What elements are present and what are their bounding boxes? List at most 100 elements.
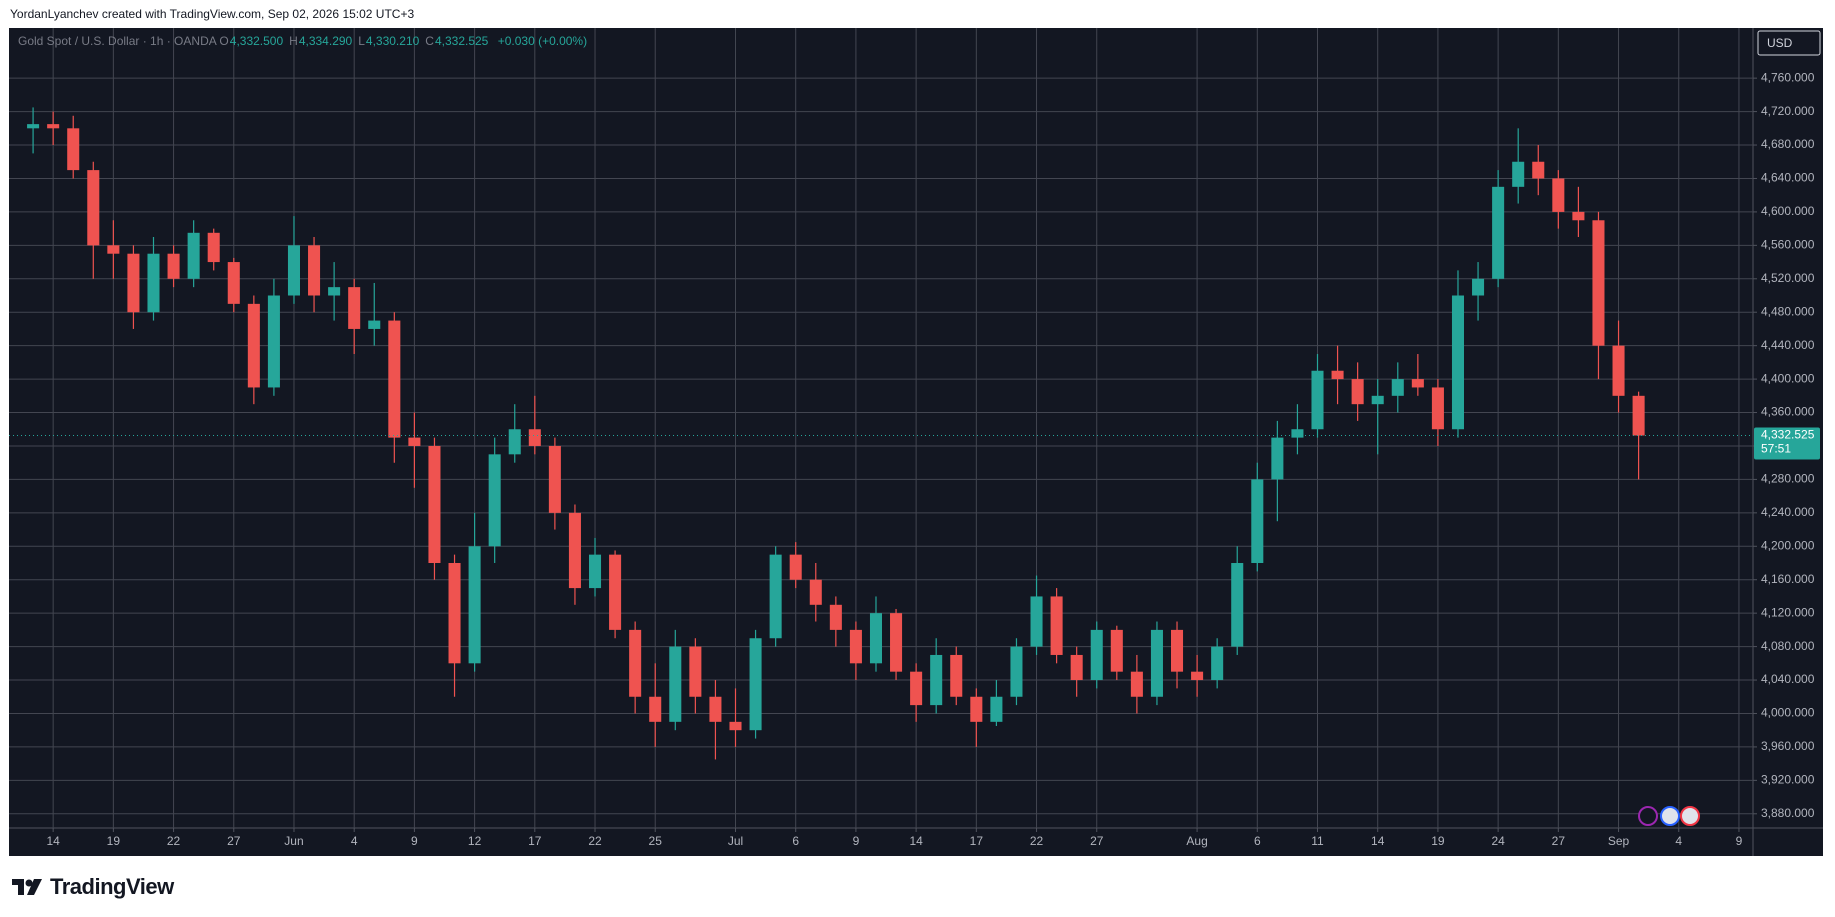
candle-body (107, 245, 120, 254)
y-tick-label: 4,200.000 (1761, 538, 1815, 552)
ohlc-key: C (425, 34, 434, 48)
candle-body (749, 638, 762, 731)
candle-body (1552, 178, 1565, 212)
ohlc-key: O (219, 34, 229, 48)
y-tick-label: 4,600.000 (1761, 204, 1815, 218)
candle-body (1411, 379, 1424, 388)
x-tick-label: Jun (284, 834, 303, 848)
x-tick-label: 17 (528, 834, 542, 848)
x-tick-label: Jul (728, 834, 743, 848)
candle-body (829, 604, 842, 630)
currency-box[interactable] (1757, 30, 1821, 56)
ohlc-value: 4,332.500 (229, 34, 284, 48)
candle-body (809, 579, 822, 605)
candle-body (348, 287, 361, 329)
candle-body (1231, 563, 1244, 647)
candle-body (1030, 596, 1043, 647)
candle-body (669, 646, 682, 722)
candle-body (1592, 220, 1605, 346)
candle-body (689, 646, 702, 697)
candle-body (488, 454, 501, 547)
x-tick-label: 19 (1431, 834, 1445, 848)
y-tick-label: 4,480.000 (1761, 304, 1815, 318)
candle-body (1512, 161, 1525, 187)
x-tick-label: 24 (1491, 834, 1505, 848)
candle-body (568, 512, 581, 589)
candle-body (1090, 629, 1103, 681)
candle-body (368, 320, 381, 329)
candle-body (1311, 370, 1324, 430)
candle-body (1472, 278, 1485, 296)
candle-body (1130, 671, 1143, 697)
candle-body (1391, 379, 1404, 396)
x-tick-label: 25 (649, 834, 663, 848)
candle-body (167, 253, 180, 279)
candle-body (1271, 437, 1284, 480)
candle-body (448, 563, 461, 664)
footer: TradingView (12, 874, 174, 900)
candle-body (910, 671, 923, 706)
flag-icon[interactable] (1660, 806, 1680, 826)
y-tick-label: 4,080.000 (1761, 639, 1815, 653)
x-tick-label: 9 (853, 834, 860, 848)
candle-body (1191, 671, 1204, 681)
candle-body (970, 696, 983, 722)
candle-body (1050, 596, 1063, 655)
y-tick-label: 3,920.000 (1761, 773, 1815, 787)
candle-body (1291, 429, 1304, 438)
ohlc-value: 4,330.210 (365, 34, 420, 48)
y-tick-label: 4,400.000 (1761, 371, 1815, 385)
candle-body (729, 721, 742, 731)
candle-body (247, 303, 260, 388)
candle-body (287, 245, 301, 296)
flag-icon[interactable] (1680, 806, 1700, 826)
candle-body (1070, 654, 1083, 681)
candle-body (609, 554, 622, 630)
candle-body (308, 245, 321, 296)
candle-body (147, 253, 160, 313)
candle-body (127, 253, 140, 313)
candle-body (769, 554, 782, 639)
candle-body (1251, 479, 1264, 564)
candle-body (950, 654, 963, 697)
ohlc-key: H (289, 34, 298, 48)
candle-body (1211, 646, 1224, 681)
currency-label[interactable]: USD (1767, 36, 1793, 50)
event-icon[interactable] (1638, 806, 1658, 826)
candle-body (709, 696, 722, 722)
y-tick-label: 4,360.000 (1761, 405, 1815, 419)
candle-body (267, 295, 280, 388)
x-tick-label: 4 (351, 834, 358, 848)
candle-body (87, 170, 100, 246)
candle-body (548, 445, 561, 513)
y-tick-label: 4,560.000 (1761, 238, 1815, 252)
x-tick-label: 4 (1675, 834, 1682, 848)
x-tick-label: 14 (1371, 834, 1385, 848)
y-tick-label: 4,000.000 (1761, 706, 1815, 720)
x-tick-label: 14 (909, 834, 923, 848)
y-tick-label: 4,680.000 (1761, 137, 1815, 151)
candle-body (388, 320, 401, 438)
ohlc-value: 4,334.290 (298, 34, 353, 48)
candle-body (27, 124, 40, 129)
x-tick-label: 6 (1254, 834, 1261, 848)
x-tick-label: 27 (1552, 834, 1566, 848)
candle-body (649, 696, 662, 722)
header-text: YordanLyanchev created with TradingView.… (10, 7, 415, 21)
symbol-legend: Gold Spot / U.S. Dollar · 1h · OANDA O4,… (18, 34, 593, 48)
candle-body (1612, 345, 1625, 396)
y-tick-label: 4,720.000 (1761, 104, 1815, 118)
candle-body (869, 613, 883, 664)
candle-body (468, 546, 481, 664)
candle-body (930, 654, 943, 706)
x-tick-label: 14 (46, 834, 60, 848)
y-tick-label: 4,640.000 (1761, 171, 1815, 185)
candle-body (1451, 295, 1465, 430)
y-tick-label: 3,880.000 (1761, 806, 1815, 820)
symbol-name: Gold Spot / U.S. Dollar · 1h · OANDA (18, 34, 217, 48)
candle-body (1431, 387, 1444, 430)
candle-body (187, 232, 200, 279)
y-tick-label: 4,240.000 (1761, 505, 1815, 519)
x-tick-label: 6 (792, 834, 799, 848)
